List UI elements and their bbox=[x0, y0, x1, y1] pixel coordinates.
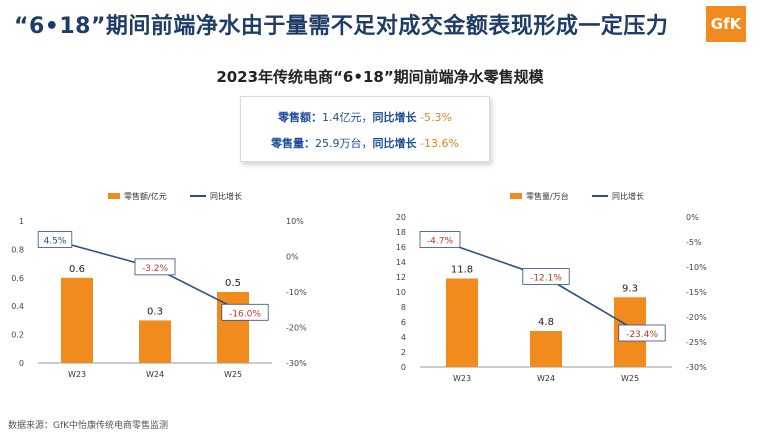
y-tick-label: 0 bbox=[401, 363, 406, 372]
y-tick-label: 0.8 bbox=[11, 245, 24, 254]
y-tick-label: 10 bbox=[396, 288, 406, 297]
legend-bar-label: 零售额/亿元 bbox=[124, 191, 167, 201]
legend-bar-swatch bbox=[510, 193, 522, 199]
legend-line-label: 同比增长 bbox=[612, 191, 644, 201]
y-tick-label: 0 bbox=[19, 359, 24, 368]
x-tick-label: W25 bbox=[621, 374, 639, 383]
y-tick-label: 16 bbox=[396, 243, 406, 252]
sales-volume-growth-label: 同比增长 bbox=[372, 137, 417, 150]
y-tick-label: 8 bbox=[401, 303, 406, 312]
bar-value-label: 9.3 bbox=[622, 283, 638, 294]
bar bbox=[139, 320, 171, 363]
gfk-logo: GfK bbox=[706, 6, 746, 42]
x-tick-label: W25 bbox=[224, 370, 242, 379]
sales-value-growth-label: 同比增长 bbox=[372, 111, 417, 124]
growth-label-box bbox=[618, 324, 666, 342]
summary-box: 零售额：1.4亿元，同比增长 -5.3% 零售量：25.9万台，同比增长 -13… bbox=[240, 96, 490, 162]
y2-tick-label: -30% bbox=[686, 363, 707, 372]
summary-sales-value-row: 零售额：1.4亿元，同比增长 -5.3% bbox=[241, 109, 489, 125]
bar bbox=[217, 292, 249, 363]
legend-line-label: 同比增长 bbox=[210, 191, 242, 201]
y2-tick-label: -15% bbox=[686, 288, 707, 297]
legend-bar-swatch bbox=[108, 193, 120, 199]
bar-value-label: 4.8 bbox=[538, 317, 554, 328]
sales-value-label: 零售额： bbox=[278, 111, 323, 124]
y-tick-label: 12 bbox=[396, 273, 406, 282]
growth-label: -23.4% bbox=[626, 330, 658, 340]
bar-value-label: 11.8 bbox=[451, 265, 473, 276]
sales-volume-growth: -13.6% bbox=[416, 137, 459, 150]
growth-label-box bbox=[37, 231, 73, 248]
y2-tick-label: -30% bbox=[286, 359, 307, 368]
y-tick-label: 2 bbox=[401, 348, 406, 357]
x-tick-label: W24 bbox=[537, 374, 555, 383]
growth-label: 4.5% bbox=[44, 237, 67, 247]
y-tick-label: 6 bbox=[401, 318, 406, 327]
summary-sales-volume-row: 零售量：25.9万台，同比增长 -13.6% bbox=[241, 135, 489, 151]
page-title: “6•18”期间前端净水由于量需不足对成交金额表现形成一定压力 bbox=[14, 14, 669, 39]
growth-label: -12.1% bbox=[530, 274, 562, 284]
bar-value-label: 0.3 bbox=[147, 306, 163, 317]
y-tick-label: 4 bbox=[401, 333, 406, 342]
legend-bar-label: 零售量/万台 bbox=[526, 191, 569, 201]
growth-label: -3.2% bbox=[142, 264, 169, 274]
data-source-note: 数据来源：GfK中怡康传统电商零售监测 bbox=[8, 421, 169, 431]
sales-value: 1.4亿元， bbox=[322, 111, 373, 124]
growth-label: -16.0% bbox=[229, 309, 261, 319]
bar-value-label: 0.5 bbox=[225, 278, 241, 289]
bar bbox=[61, 277, 93, 363]
growth-label: -4.7% bbox=[427, 237, 454, 247]
sales-volume-chart: 零售量/万台 同比增长 0 2 4 6 8 10 12 14 16 18 20 0% -5% -10% -15%… bbox=[396, 191, 707, 383]
chart-subtitle: 2023年传统电商“6•18”期间前端净水零售规模 bbox=[216, 68, 544, 86]
y-tick-label: 20 bbox=[396, 213, 406, 222]
bar bbox=[530, 331, 562, 367]
y2-tick-label: -5% bbox=[686, 238, 702, 247]
growth-label-box bbox=[522, 268, 570, 285]
y-tick-label: 14 bbox=[396, 258, 406, 267]
x-tick-label: W24 bbox=[146, 370, 164, 379]
growth-label-box bbox=[419, 231, 461, 248]
y2-tick-label: -10% bbox=[286, 288, 307, 297]
y-tick-label: 1 bbox=[19, 217, 24, 226]
y2-tick-label: -25% bbox=[686, 338, 707, 347]
y-tick-label: 0.2 bbox=[11, 331, 24, 340]
y2-tick-label: 0% bbox=[686, 213, 699, 222]
y2-tick-label: 0% bbox=[286, 253, 299, 262]
x-tick-label: W23 bbox=[68, 370, 86, 379]
growth-label-box bbox=[221, 303, 269, 321]
x-tick-label: W23 bbox=[453, 374, 471, 383]
y2-tick-label: 10% bbox=[286, 217, 304, 226]
bar bbox=[446, 278, 478, 367]
sales-value-chart: 零售额/亿元 同比增长 0 0.2 0.4 0.6 0.8 1 10% 0% -10% -20% -30… bbox=[11, 191, 307, 379]
sales-volume: 25.9万台， bbox=[315, 137, 373, 150]
y2-tick-label: -20% bbox=[286, 324, 307, 333]
y-tick-label: 0.4 bbox=[11, 302, 24, 311]
sales-value-growth: -5.3% bbox=[416, 111, 452, 124]
growth-label-box bbox=[134, 258, 176, 276]
y-tick-label: 0.6 bbox=[11, 274, 24, 283]
y2-tick-label: -20% bbox=[686, 313, 707, 322]
y2-tick-label: -10% bbox=[686, 263, 707, 272]
bar-value-label: 0.6 bbox=[69, 264, 85, 275]
y-tick-label: 18 bbox=[396, 228, 406, 237]
sales-volume-label: 零售量： bbox=[271, 137, 316, 150]
